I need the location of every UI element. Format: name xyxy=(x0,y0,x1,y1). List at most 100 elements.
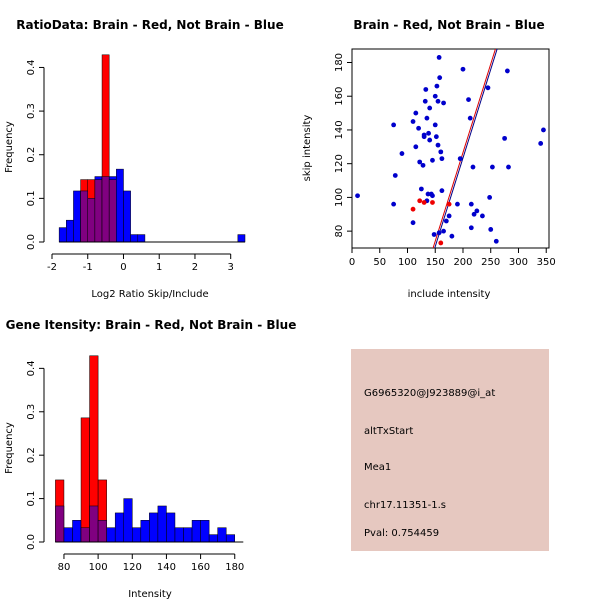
not-brain-point xyxy=(426,130,431,136)
gene-bar xyxy=(140,520,150,543)
not-brain-point xyxy=(433,134,439,140)
not-brain-point xyxy=(441,100,446,106)
ratio-bar xyxy=(237,234,246,243)
not-brain-point xyxy=(460,66,466,72)
ratio-overlap-bar xyxy=(101,176,110,243)
not-brain-point xyxy=(468,201,474,207)
not-brain-point xyxy=(424,115,430,121)
ratio-bar xyxy=(73,190,81,243)
ratio-y-tick-label: 0.4 xyxy=(26,60,37,76)
gene-bar xyxy=(132,527,142,543)
not-brain-point xyxy=(432,122,438,128)
intensity-scatter: Brain - Red, Not Brain - Blue 0 50 100 150 2… xyxy=(302,18,556,300)
not-brain-point xyxy=(474,208,480,214)
not-brain-point xyxy=(457,156,463,162)
gene-intensity-histogram: Gene Itensity: Brain - Red, Not Brain - … xyxy=(4,318,296,600)
not-brain-point xyxy=(410,119,416,124)
not-brain-point xyxy=(432,93,438,99)
not-brain-point xyxy=(485,85,491,91)
scatter-y-tick-label: 180 xyxy=(334,53,345,72)
scatter-x-tick-label: 350 xyxy=(537,257,556,268)
gene-x-axis-label: Intensity xyxy=(128,589,172,600)
not-brain-point xyxy=(427,105,433,111)
probe-id-text: G6965320@J923889@i_at xyxy=(364,388,495,399)
ratio-bars xyxy=(58,54,246,243)
not-brain-point xyxy=(423,87,429,92)
gene-bar xyxy=(63,527,73,543)
not-brain-point xyxy=(480,213,485,219)
ratio-x-tick-label: 2 xyxy=(192,262,198,273)
not-brain-point xyxy=(439,156,445,162)
ratio-axes: -2 -1 0 1 2 3 0.0 0.1 0.2 0.3 0.4 xyxy=(26,60,245,273)
not-brain-point xyxy=(417,159,423,165)
gene-bar xyxy=(225,534,236,543)
gene-overlap-bar xyxy=(80,527,90,543)
scatter-y-tick-label: 80 xyxy=(334,225,345,238)
not-brain-point xyxy=(392,173,398,178)
scatter-y-tick-label: 100 xyxy=(334,188,345,207)
brain-point xyxy=(421,200,427,205)
ratio-x-tick-label: -1 xyxy=(83,262,93,273)
scatter-y-tick-label: 140 xyxy=(334,120,345,139)
ratio-y-tick-label: 0.0 xyxy=(26,234,37,250)
not-brain-point xyxy=(418,186,424,192)
not-brain-point xyxy=(489,164,495,170)
not-brain-point xyxy=(435,98,441,104)
gene-bar xyxy=(217,527,227,543)
gene-y-tick-label: 0.3 xyxy=(26,404,37,420)
gene-x-tick-label: 180 xyxy=(225,562,244,573)
not-brain-point xyxy=(468,225,474,231)
gene-bars xyxy=(55,355,236,543)
brain-point xyxy=(410,206,416,212)
not-brain-point xyxy=(430,157,435,163)
gene-x-tick-label: 80 xyxy=(58,562,71,573)
not-brain-point xyxy=(391,122,397,128)
ratio-y-axis-label: Frequency xyxy=(4,121,15,173)
not-brain-point xyxy=(430,193,435,199)
gene-y-tick-label: 0.0 xyxy=(26,534,37,550)
ratio-bar xyxy=(66,219,74,243)
scatter-points xyxy=(355,55,546,246)
gene-bar xyxy=(72,520,82,543)
scatter-x-tick-label: 50 xyxy=(373,257,386,268)
gene-overlap-bar xyxy=(55,505,65,543)
gene-y-tick-label: 0.4 xyxy=(26,360,37,376)
not-brain-point xyxy=(436,55,442,60)
not-brain-point xyxy=(506,164,511,170)
not-brain-point xyxy=(439,188,445,194)
not-brain-point xyxy=(355,193,360,199)
ratio-histogram: RatioData: Brain - Red, Not Brain - Blue… xyxy=(4,18,284,300)
not-brain-point xyxy=(413,144,419,150)
gene-bar xyxy=(208,534,218,543)
not-brain-point xyxy=(470,164,476,170)
event-type-text: altTxStart xyxy=(364,426,413,437)
not-brain-point xyxy=(446,213,452,219)
gene-x-tick-label: 120 xyxy=(123,562,142,573)
gene-bar xyxy=(183,527,193,543)
not-brain-point xyxy=(420,162,426,168)
gene-bar xyxy=(106,527,116,543)
ratio-y-tick-label: 0.1 xyxy=(26,190,37,206)
not-brain-point xyxy=(427,137,433,143)
ratio-overlap-bar xyxy=(108,179,117,243)
not-brain-point xyxy=(443,218,449,224)
not-brain-point xyxy=(502,135,508,141)
ratio-overlap-bar xyxy=(87,198,96,243)
gene-bar xyxy=(174,527,184,543)
gene-bar xyxy=(157,505,167,543)
scatter-x-tick-label: 150 xyxy=(426,257,445,268)
not-brain-point xyxy=(435,142,441,148)
ratio-x-tick-label: 0 xyxy=(120,262,126,273)
regression-line xyxy=(432,49,496,248)
ratio-bar xyxy=(58,227,67,243)
scatter-x-tick-label: 200 xyxy=(453,257,472,268)
gene-overlap-bar xyxy=(89,505,99,543)
not-brain-point xyxy=(538,141,544,146)
not-brain-point xyxy=(425,191,431,197)
not-brain-point xyxy=(421,132,427,138)
pval-text: Pval: 0.754459 xyxy=(364,528,439,539)
brain-point xyxy=(430,200,435,205)
gene-y-axis-label: Frequency xyxy=(4,422,15,474)
scatter-chart-title: Brain - Red, Not Brain - Blue xyxy=(353,18,544,32)
not-brain-point xyxy=(438,149,444,155)
